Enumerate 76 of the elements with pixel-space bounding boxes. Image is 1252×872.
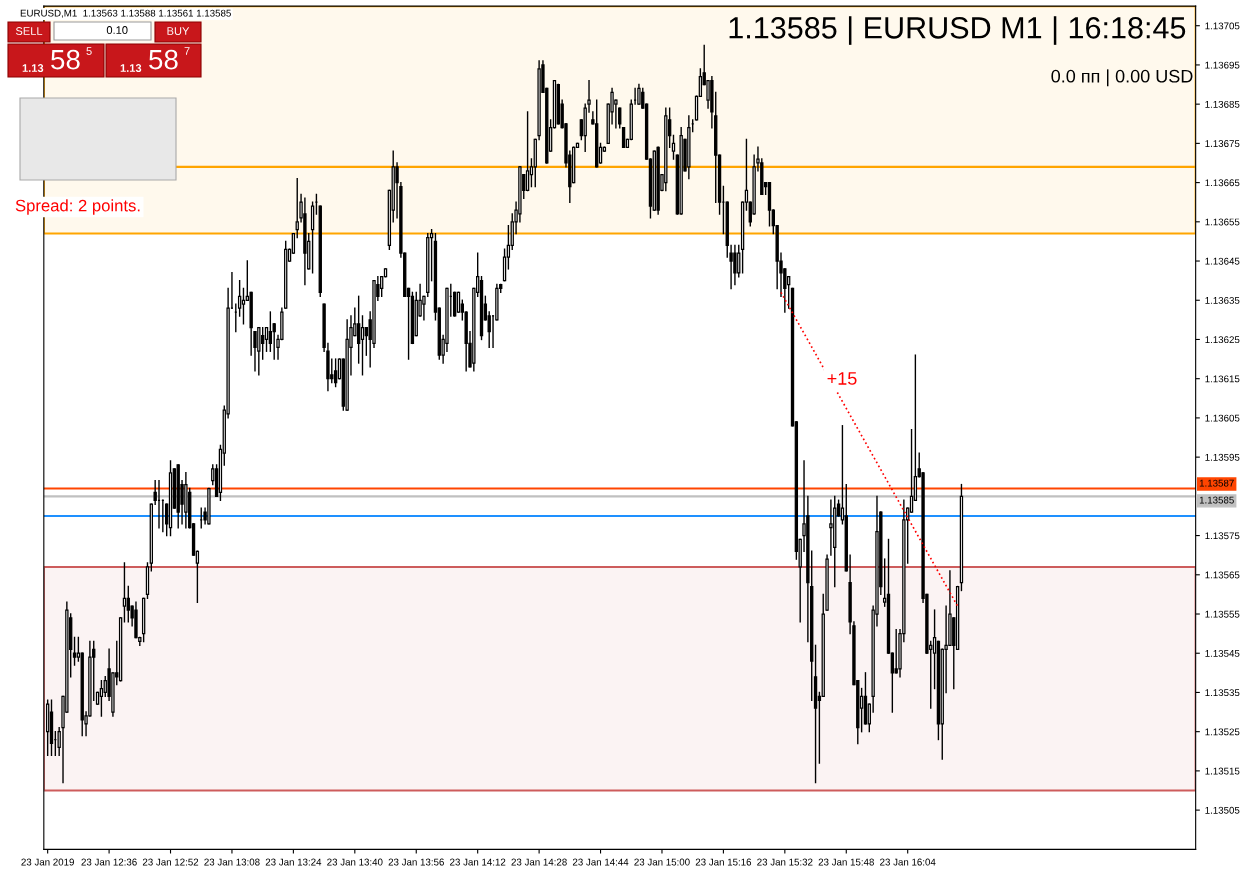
annotation: 58 xyxy=(51,49,80,70)
y-tick-label: 1.13675 xyxy=(1205,140,1240,147)
x-tick-label: 23 Jan 15:48 xyxy=(818,858,874,866)
candlestick xyxy=(671,134,676,160)
y-tick-label: 1.13645 xyxy=(1205,257,1240,265)
y-tick-label: 1.13515 xyxy=(1205,767,1240,775)
x-tick-label: 23 Jan 15:32 xyxy=(757,858,813,866)
y-tick-label: 1.13525 xyxy=(1205,728,1240,736)
x-tick-label: 23 Jan 14:28 xyxy=(511,858,567,866)
text: 1.13 xyxy=(22,64,44,72)
candlestick xyxy=(99,679,104,717)
candlestick xyxy=(257,327,261,376)
candlestick xyxy=(360,315,365,376)
y-tick-label: 1.13565 xyxy=(1205,571,1240,579)
x-tick-label: 23 Jan 15:16 xyxy=(695,858,752,866)
y-tick-label: 1.13635 xyxy=(1205,296,1240,304)
y-tick-label: 1.13595 xyxy=(1205,453,1240,461)
annotation: 1.13 xyxy=(120,64,142,72)
y-tick-label: 1.13685 xyxy=(1205,100,1240,108)
x-tick-label: 23 Jan 13:40 xyxy=(327,858,383,866)
ref-line-label: 1.13585 xyxy=(1199,496,1234,504)
annotation: +15 xyxy=(827,372,857,385)
annotation: EURUSD,M1 1.13563 1.13588 1.13561 1.13585 xyxy=(20,9,231,18)
y-tick-label: 1.13535 xyxy=(1205,689,1240,697)
candlestick xyxy=(264,327,269,352)
y-tick-label: 1.13625 xyxy=(1205,336,1240,344)
text: SELL xyxy=(15,27,43,35)
x-tick-label: 23 Jan 13:08 xyxy=(204,858,260,866)
candlestick xyxy=(618,107,622,129)
candlestick xyxy=(621,127,626,148)
y-tick-label: 1.13555 xyxy=(1205,610,1240,618)
candlestick xyxy=(333,358,338,388)
text: 0.0 пп | 0.00 USD xyxy=(1051,69,1193,87)
annotation: 7 xyxy=(184,47,190,55)
y-tick-label: 1.13615 xyxy=(1205,375,1240,383)
x-tick-label: 23 Jan 13:24 xyxy=(265,858,322,866)
x-tick-label: 23 Jan 2019 xyxy=(21,858,74,866)
x-tick-label: 23 Jan 12:36 xyxy=(81,858,137,866)
y-tick-label: 1.13655 xyxy=(1205,218,1240,226)
y-tick-label: 1.13575 xyxy=(1205,532,1240,540)
candlestick xyxy=(72,636,77,666)
annotation: 58 xyxy=(149,49,178,70)
y-tick-label: 1.13695 xyxy=(1205,61,1240,69)
candlestick xyxy=(260,327,265,360)
candlestick xyxy=(637,83,641,105)
y-tick-label: 1.13545 xyxy=(1205,649,1240,657)
annotation: 5 xyxy=(86,47,92,55)
candlestick xyxy=(829,499,833,556)
x-tick-label: 23 Jan 14:12 xyxy=(450,858,506,866)
candlestick xyxy=(126,585,130,623)
candlestick xyxy=(525,111,530,192)
chart-title: 1.13585 | EURUSD M1 | 16:18:45 xyxy=(729,16,1186,45)
candlestick xyxy=(295,177,299,239)
candlestick xyxy=(733,244,737,286)
x-tick-label: 23 Jan 14:44 xyxy=(572,858,629,866)
candlestick xyxy=(237,279,242,317)
x-tick-label: 23 Jan 12:52 xyxy=(142,858,199,866)
y-tick-label: 1.13605 xyxy=(1205,414,1240,422)
x-tick-label: 23 Jan 16:04 xyxy=(880,858,936,866)
x-tick-label: 23 Jan 15:00 xyxy=(634,858,690,866)
annotation: BUY xyxy=(167,27,190,35)
ref-line-label: 1.13587 xyxy=(1199,479,1234,487)
annotation: Spread: 2 points. xyxy=(15,199,140,215)
candlestick xyxy=(241,287,246,325)
candlestick xyxy=(356,295,361,364)
y-tick-label: 1.13705 xyxy=(1205,22,1240,30)
y-tick-label: 1.13505 xyxy=(1205,806,1240,814)
candlestick xyxy=(456,291,461,313)
x-tick-label: 23 Jan 13:56 xyxy=(388,858,444,866)
candlestick xyxy=(253,330,257,372)
candlestick xyxy=(502,248,507,282)
y-tick-label: 1.13665 xyxy=(1205,179,1240,187)
candlestick xyxy=(894,629,898,674)
annotation: 0.10 xyxy=(106,26,128,34)
candlestick xyxy=(122,562,127,623)
candlestick xyxy=(452,291,457,317)
